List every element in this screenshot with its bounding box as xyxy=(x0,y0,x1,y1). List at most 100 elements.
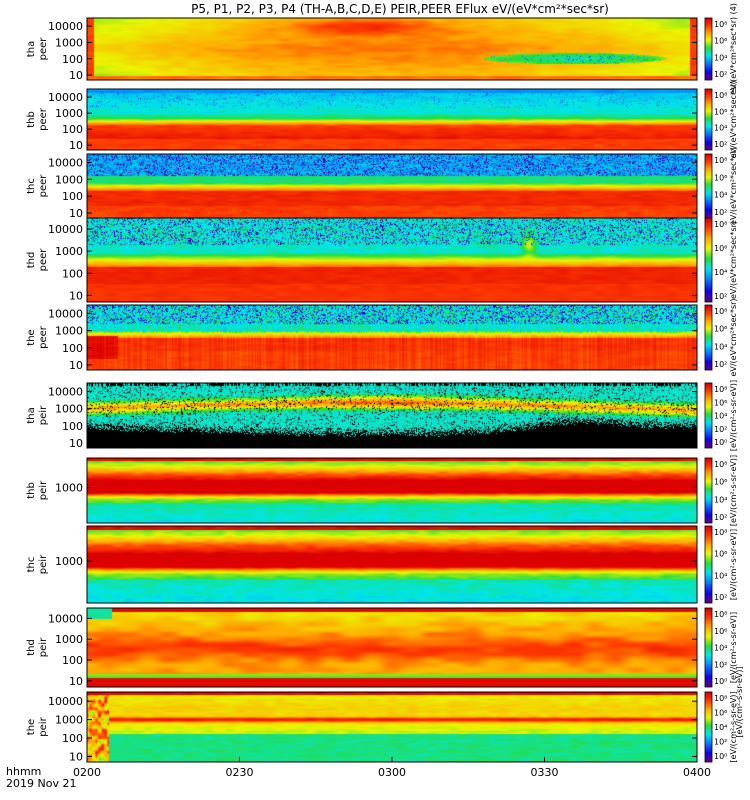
colorbar-unit: eV/(eV*cm²*sec*sr) xyxy=(729,221,738,299)
colorbar-frame xyxy=(704,304,713,371)
spectrogram-image xyxy=(87,218,697,302)
panel-the-peer: 10000 1000 100 10 the peer 10⁸ 10⁶ 10⁴ 10² eV/(eV*… xyxy=(26,298,738,376)
y-tick-label: 10000 xyxy=(48,223,83,236)
colorbar-global-unit-label: [eV/(cm²-s-sr-eV)] xyxy=(735,666,744,737)
y-tick-label: 10 xyxy=(69,139,83,152)
colorbar-tick-label: 10² xyxy=(714,425,727,434)
spectrogram-image xyxy=(87,692,697,762)
panel-frame xyxy=(86,304,698,371)
spectrogram-image xyxy=(87,154,697,218)
colorbar-tick-label: 10⁴ xyxy=(714,412,727,421)
panel-species-label: peir xyxy=(38,480,49,500)
colorbar xyxy=(705,692,712,762)
panel-label: thb peer xyxy=(26,107,49,131)
colorbar-tick-label: 10² xyxy=(714,660,727,669)
colorbar-tick-label: 10⁴ xyxy=(714,342,727,351)
colorbar-unit-label: eV/(eV*cm²*sec*sr) xyxy=(729,147,738,225)
colorbar-tick-label: 10⁴ xyxy=(714,268,727,277)
panel-probe-label: thb xyxy=(26,482,37,499)
y-tick-label: 10 xyxy=(69,207,83,220)
colorbar-tick-label: 10⁴ xyxy=(714,644,727,653)
y-tick-label: 1000 xyxy=(55,403,83,416)
panel-probe-label: the xyxy=(26,329,37,345)
colorbar-unit-label: eV/(eV*cm²*sec*sr) (4) xyxy=(729,3,738,95)
panel-label: thd peer xyxy=(26,248,49,272)
colorbar-tick-label: 10² xyxy=(714,292,727,301)
panel-species-label: peer xyxy=(38,174,49,198)
y-tick-label: 10 xyxy=(69,289,83,302)
colorbar-tick-label: 10⁰ xyxy=(714,677,727,686)
panel-probe-label: tha xyxy=(26,41,37,57)
colorbar-tick-label: 10² xyxy=(714,513,727,522)
y-tick-label: 10 xyxy=(69,750,83,763)
colorbar xyxy=(705,608,712,687)
colorbar-tick-label: 10⁶ xyxy=(714,478,727,487)
panel-thc-peir: 1000 thc peir 10⁸ 10⁶ 10⁴ 10² [eV/(cm²-s-sr-eV)… xyxy=(26,525,738,604)
colorbar xyxy=(705,218,712,302)
colorbar-tick-label: 10⁸ xyxy=(714,385,727,394)
colorbar-unit-label: eV/(eV*cm²*sec*sr) xyxy=(729,298,738,376)
colorbar-tick-label: 10⁴ xyxy=(714,191,727,200)
panel-label: thb peir xyxy=(26,480,49,500)
colorbar-global-unit: [eV/(cm²-s-sr-eV)] xyxy=(735,666,744,737)
panel-species-label: peer xyxy=(38,107,49,131)
colorbar-unit: [eV/(cm²-s-sr-eV)] xyxy=(729,529,738,600)
y-tick-label: 1000 xyxy=(55,173,83,186)
colorbar-tick-label: 10² xyxy=(714,593,727,602)
colorbar-unit-label: eV/(eV*cm²*sec*sr) xyxy=(729,80,738,158)
y-tick-label: 10000 xyxy=(48,386,83,399)
y-tick-label: 1000 xyxy=(55,325,83,338)
colorbar xyxy=(705,305,712,370)
y-tick-label: 1000 xyxy=(55,555,83,568)
colorbar-tick-label: 10⁸ xyxy=(714,460,727,469)
y-tick-label: 1000 xyxy=(55,245,83,258)
colorbar-tick-label: 10² xyxy=(714,208,727,217)
colorbar-frame xyxy=(704,88,713,151)
colorbar xyxy=(705,18,712,80)
colorbar-frame xyxy=(704,457,713,524)
colorbar-tick-label: 10⁰ xyxy=(714,752,727,761)
y-tick-label: 1000 xyxy=(55,633,83,646)
chart-title: P5, P1, P2, P3, P4 (TH-A,B,C,D,E) PEIR,P… xyxy=(191,2,609,16)
colorbar-unit-label: [eV/(cm²-s-sr-eV)] xyxy=(729,380,738,451)
colorbar xyxy=(705,458,712,523)
spectrogram-image xyxy=(87,18,697,80)
y-tick-label: 100 xyxy=(62,342,83,355)
colorbar-unit-label: [eV/(cm²-s-sr-eV)] xyxy=(729,691,738,762)
panel-species-label: peer xyxy=(38,37,49,61)
panel-probe-label: tha xyxy=(26,407,37,423)
spectrogram-image xyxy=(87,608,697,687)
colorbar-tick-label: 10⁸ xyxy=(714,91,727,100)
panel-label: tha peir xyxy=(26,405,49,425)
colorbar-unit-label: eV/(eV*cm²*sec*sr) xyxy=(729,221,738,299)
colorbar-tick-label: 10⁶ xyxy=(714,550,727,559)
y-tick-label: 10000 xyxy=(48,20,83,33)
y-tick-label: 1000 xyxy=(55,482,83,495)
panel-species-label: peir xyxy=(38,405,49,425)
colorbar-unit-label: [eV/(cm²-s-sr-eV)] xyxy=(729,612,738,683)
panel-frame xyxy=(86,457,698,524)
colorbar-tick-label: 10⁴ xyxy=(714,571,727,580)
y-tick-label: 10 xyxy=(69,69,83,82)
y-tick-label: 100 xyxy=(62,53,83,66)
colorbar xyxy=(705,89,712,150)
x-tick-label: 0200 xyxy=(73,766,101,779)
y-tick-label: 100 xyxy=(62,420,83,433)
panel-label: thc peer xyxy=(26,174,49,198)
colorbar-unit-label: [eV/(cm²-s-sr-eV)] xyxy=(729,529,738,600)
panel-tha-peir: 10000 1000 100 10 tha peir 10⁸ 10⁶ 10⁴ 10² 10⁰ [eV/… xyxy=(26,380,738,451)
spectrogram-image xyxy=(87,383,697,448)
panel-thb-peir: 1000 thb peir 10⁸ 10⁶ 10⁴ 10² [eV/(cm²-s-sr-eV)… xyxy=(26,455,738,526)
colorbar xyxy=(705,526,712,603)
colorbar xyxy=(705,383,712,448)
y-tick-label: 100 xyxy=(62,190,83,203)
y-tick-label: 1000 xyxy=(55,107,83,120)
panel-thd-peir: 10000 1000 100 10 thd peir 10⁸ 10⁶ 10⁴ 10² 10⁰ [eV/… xyxy=(26,607,738,688)
colorbar-tick-label: 10⁸ xyxy=(714,156,727,165)
y-tick-label: 10000 xyxy=(48,308,83,321)
colorbar-tick-label: 10⁴ xyxy=(714,53,727,62)
colorbar-tick-label: 10⁸ xyxy=(714,610,727,619)
colorbar-unit: eV/(eV*cm²*sec*sr) xyxy=(729,80,738,158)
